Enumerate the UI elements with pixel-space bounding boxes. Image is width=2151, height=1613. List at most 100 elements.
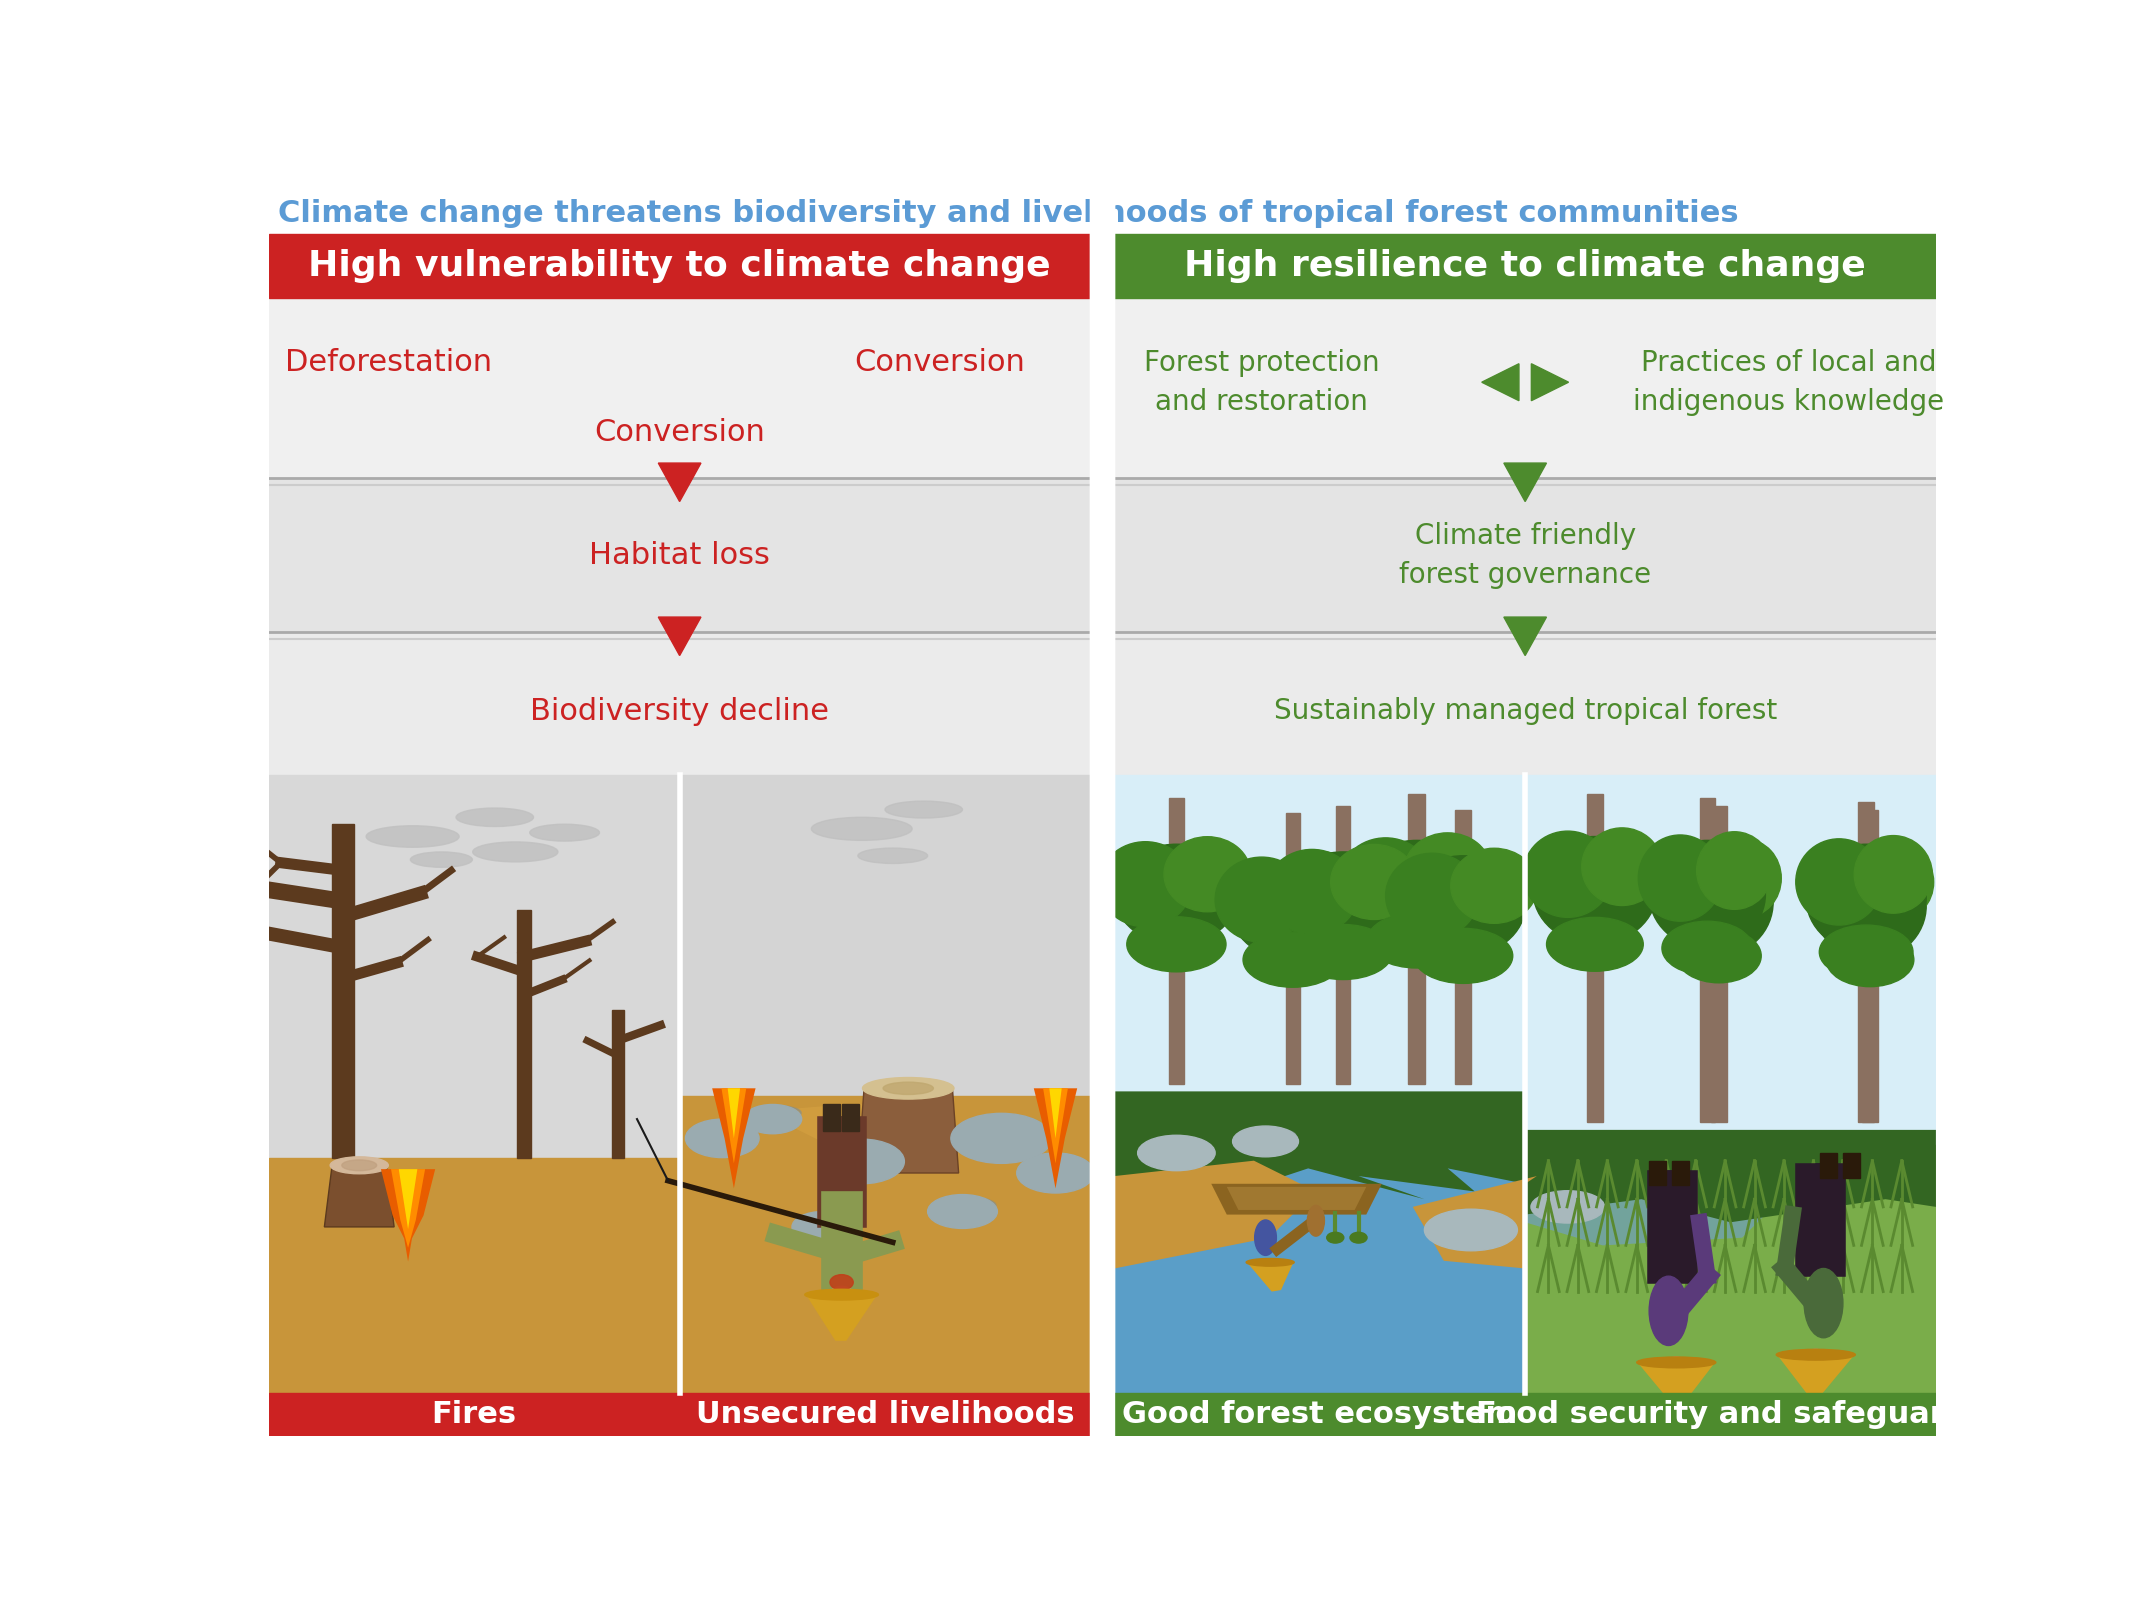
Ellipse shape bbox=[1676, 929, 1762, 982]
Bar bbox=[269, 194, 1936, 234]
Ellipse shape bbox=[792, 1211, 854, 1242]
Text: High resilience to climate change: High resilience to climate change bbox=[1185, 248, 1867, 282]
Bar bbox=[269, 1394, 680, 1436]
Bar bbox=[1863, 810, 1878, 1123]
Bar bbox=[680, 1394, 1091, 1436]
Ellipse shape bbox=[1308, 1205, 1325, 1236]
Ellipse shape bbox=[936, 1197, 996, 1215]
Ellipse shape bbox=[686, 1119, 759, 1158]
Bar bbox=[1168, 798, 1185, 1084]
Polygon shape bbox=[1532, 363, 1568, 400]
Text: Climate friendly
forest governance: Climate friendly forest governance bbox=[1398, 523, 1652, 589]
Ellipse shape bbox=[411, 852, 473, 868]
Polygon shape bbox=[712, 1089, 755, 1189]
Ellipse shape bbox=[884, 802, 961, 818]
Ellipse shape bbox=[858, 848, 927, 863]
Ellipse shape bbox=[1254, 1219, 1276, 1255]
Ellipse shape bbox=[1400, 857, 1525, 957]
Ellipse shape bbox=[1245, 1258, 1295, 1266]
Text: Deforestation: Deforestation bbox=[286, 348, 493, 377]
Ellipse shape bbox=[529, 824, 600, 840]
Ellipse shape bbox=[1164, 837, 1250, 911]
Ellipse shape bbox=[1523, 831, 1613, 918]
Ellipse shape bbox=[695, 1123, 757, 1142]
Ellipse shape bbox=[1639, 836, 1723, 921]
Polygon shape bbox=[1504, 463, 1547, 502]
Ellipse shape bbox=[744, 1105, 802, 1134]
Ellipse shape bbox=[1026, 1157, 1093, 1177]
Ellipse shape bbox=[1263, 1260, 1282, 1281]
Bar bbox=[611, 1010, 624, 1158]
Polygon shape bbox=[1211, 1184, 1381, 1215]
Text: Biodiversity decline: Biodiversity decline bbox=[529, 697, 828, 726]
Bar bbox=[843, 1103, 860, 1131]
Ellipse shape bbox=[1280, 852, 1368, 927]
Polygon shape bbox=[1637, 1363, 1714, 1411]
Bar bbox=[331, 824, 353, 1158]
Ellipse shape bbox=[1368, 913, 1467, 968]
Bar bbox=[1858, 802, 1874, 1123]
Ellipse shape bbox=[329, 1157, 389, 1174]
Ellipse shape bbox=[951, 1113, 1052, 1163]
Text: Conversion: Conversion bbox=[594, 418, 766, 447]
Bar bbox=[269, 774, 680, 1394]
Polygon shape bbox=[858, 1089, 959, 1173]
Ellipse shape bbox=[830, 1274, 854, 1290]
Ellipse shape bbox=[1230, 860, 1355, 960]
Bar bbox=[1114, 297, 1936, 479]
Ellipse shape bbox=[1665, 848, 1772, 957]
Bar bbox=[269, 479, 1091, 632]
Bar bbox=[516, 910, 531, 1158]
Polygon shape bbox=[1413, 1176, 1536, 1268]
Bar bbox=[1587, 794, 1602, 1123]
Ellipse shape bbox=[1340, 837, 1433, 923]
Bar bbox=[1409, 794, 1426, 1084]
Ellipse shape bbox=[1534, 837, 1656, 944]
Ellipse shape bbox=[366, 826, 458, 847]
Ellipse shape bbox=[1265, 850, 1359, 934]
Ellipse shape bbox=[1637, 1357, 1716, 1368]
Ellipse shape bbox=[1697, 832, 1772, 910]
Bar bbox=[1820, 1153, 1837, 1177]
Bar bbox=[1091, 194, 1114, 1436]
Text: High vulnerability to climate change: High vulnerability to climate change bbox=[308, 248, 1052, 282]
Ellipse shape bbox=[961, 1119, 1048, 1145]
Bar bbox=[1114, 1115, 1525, 1394]
Ellipse shape bbox=[1450, 848, 1538, 923]
Ellipse shape bbox=[1282, 852, 1405, 952]
Polygon shape bbox=[1035, 1089, 1078, 1189]
Bar bbox=[1336, 806, 1351, 1084]
Ellipse shape bbox=[473, 842, 557, 861]
Ellipse shape bbox=[1710, 839, 1781, 918]
Bar bbox=[824, 1103, 841, 1131]
Ellipse shape bbox=[1138, 1136, 1215, 1171]
Ellipse shape bbox=[820, 1139, 903, 1184]
Text: Practices of local and
indigenous knowledge: Practices of local and indigenous knowle… bbox=[1633, 348, 1945, 416]
Polygon shape bbox=[1114, 1161, 1316, 1268]
Ellipse shape bbox=[1777, 1350, 1856, 1360]
Ellipse shape bbox=[1413, 929, 1512, 984]
Text: Food security and safeguards: Food security and safeguards bbox=[1476, 1400, 1985, 1429]
Ellipse shape bbox=[884, 1082, 934, 1095]
Bar bbox=[1114, 479, 1936, 632]
Bar bbox=[269, 1158, 680, 1394]
Ellipse shape bbox=[1826, 932, 1914, 987]
Ellipse shape bbox=[1650, 840, 1766, 948]
Bar bbox=[1525, 774, 1936, 1394]
Polygon shape bbox=[381, 1169, 435, 1261]
Ellipse shape bbox=[1127, 916, 1226, 973]
Ellipse shape bbox=[1820, 926, 1912, 979]
Ellipse shape bbox=[826, 1286, 858, 1321]
Bar bbox=[1114, 632, 1936, 774]
Polygon shape bbox=[1525, 1129, 1936, 1223]
Ellipse shape bbox=[342, 1160, 376, 1171]
Ellipse shape bbox=[1803, 847, 1884, 932]
Bar bbox=[1456, 810, 1471, 1084]
Ellipse shape bbox=[1327, 1232, 1344, 1244]
Ellipse shape bbox=[1663, 921, 1753, 976]
Polygon shape bbox=[727, 1089, 740, 1139]
Bar bbox=[1843, 1153, 1861, 1177]
Bar bbox=[1525, 1145, 1936, 1394]
Ellipse shape bbox=[753, 1105, 800, 1121]
Text: Habitat loss: Habitat loss bbox=[589, 540, 770, 569]
